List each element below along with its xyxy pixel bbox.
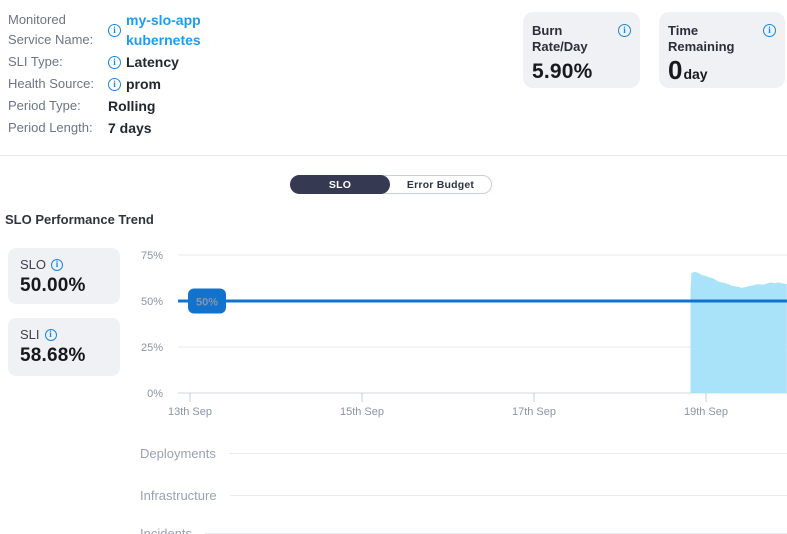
monitored-service-value: my-slo-app kubernetes <box>108 10 228 50</box>
info-icon[interactable] <box>108 77 121 91</box>
sli-type-label: SLI Type: <box>8 54 63 69</box>
deployments-label: Deployments <box>140 445 216 461</box>
period-type-label: Period Type: <box>8 98 81 113</box>
slo-trend-chart[interactable]: 13th Sep 15th Sep 17th Sep 19th Sep 50% 0% 25%… <box>0 240 787 420</box>
svg-text:50%: 50% <box>141 296 163 308</box>
time-remaining-value-row: 0day <box>668 55 776 86</box>
time-remaining-card: Time Remaining 0day <box>659 12 785 88</box>
sli-metric-card: SLI 58.68% <box>8 318 120 376</box>
monitored-service-label: Monitored Service Name: <box>8 12 94 47</box>
deployments-track <box>228 452 787 454</box>
health-source-value: prom <box>108 74 228 94</box>
section-divider <box>0 155 787 156</box>
incidents-track <box>205 532 787 534</box>
infrastructure-track <box>229 494 787 496</box>
page-title: SLO Performance Trend <box>5 212 154 227</box>
period-length-value: 7 days <box>108 120 152 136</box>
svg-text:75%: 75% <box>141 250 163 262</box>
svg-text:19th Sep: 19th Sep <box>684 406 728 418</box>
timeline-row-deployments: Deployments <box>0 445 787 461</box>
health-source-label: Health Source: <box>8 76 94 91</box>
svg-text:15th Sep: 15th Sep <box>340 406 384 418</box>
info-icon[interactable] <box>618 24 631 37</box>
time-remaining-unit: day <box>683 66 708 82</box>
timeline-row-infrastructure: Infrastructure <box>0 487 787 503</box>
svg-text:17th Sep: 17th Sep <box>512 406 556 418</box>
svg-text:13th Sep: 13th Sep <box>168 406 212 418</box>
incidents-label: Incidents <box>140 525 193 534</box>
tab-error-budget[interactable]: Error Budget <box>406 178 475 191</box>
sli-metric-value: 58.68% <box>20 345 86 366</box>
svg-text:50%: 50% <box>196 297 218 309</box>
info-icon[interactable] <box>763 24 776 37</box>
burn-rate-card: Burn Rate/Day 5.90% <box>523 12 640 88</box>
period-length-label: Period Length: <box>8 120 93 135</box>
info-icon[interactable] <box>51 258 64 271</box>
burn-rate-value: 5.90% <box>532 60 593 83</box>
infrastructure-label: Infrastructure <box>140 487 217 503</box>
view-toggle: SLO Error Budget <box>290 175 492 194</box>
slo-metric-value: 50.00% <box>20 275 86 296</box>
slo-info-panel: Monitored Service Name: my-slo-app kuber… <box>8 10 238 138</box>
period-type-value: Rolling <box>108 98 156 114</box>
info-icon[interactable] <box>108 55 121 69</box>
sli-type-value: Latency <box>108 52 228 72</box>
time-remaining-title: Time Remaining <box>668 23 735 54</box>
monitored-service-link[interactable]: my-slo-app kubernetes <box>126 12 201 48</box>
sli-metric-label: SLI <box>20 327 40 342</box>
tab-slo[interactable]: SLO <box>290 175 390 194</box>
svg-text:0%: 0% <box>147 388 163 400</box>
slo-metric-label: SLO <box>20 257 47 272</box>
info-icon[interactable] <box>108 23 121 37</box>
timeline-row-incidents: Incidents <box>0 526 787 534</box>
info-icon[interactable] <box>44 328 57 341</box>
time-remaining-value: 0 <box>668 55 683 85</box>
slo-metric-card: SLO 50.00% <box>8 248 120 304</box>
svg-text:25%: 25% <box>141 342 163 354</box>
burn-rate-title: Burn Rate/Day <box>532 23 588 54</box>
